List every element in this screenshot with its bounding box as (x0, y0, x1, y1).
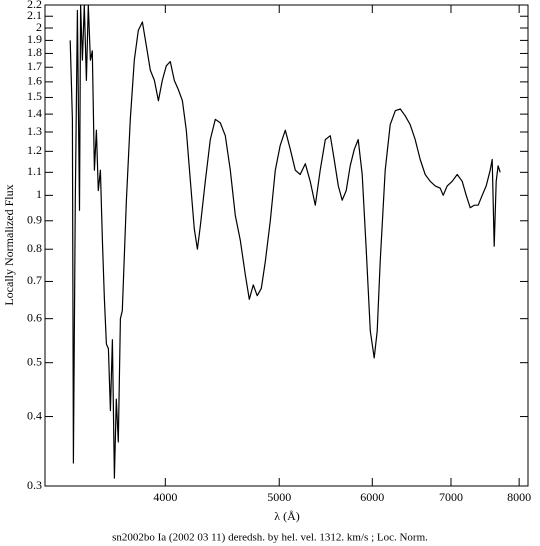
y-tick-label: 2 (36, 20, 42, 34)
y-tick-label: 2.2 (27, 0, 42, 11)
y-tick-label: 1.4 (27, 106, 42, 120)
y-tick-label: 1.2 (27, 143, 42, 157)
plot-frame (44, 4, 529, 487)
y-tick-label: 0.7 (27, 273, 42, 287)
y-tick-label: 1.7 (27, 59, 42, 73)
spectrum-line (69, 4, 501, 479)
y-tick-label: 0.3 (27, 478, 42, 492)
y-axis-label: Locally Normalized Flux (2, 184, 16, 305)
x-tick-label: 6000 (360, 490, 384, 504)
y-tick-label: 0.4 (27, 408, 42, 422)
y-tick-label: 1 (36, 187, 42, 201)
y-tick-label: 1.3 (27, 124, 42, 138)
y-tick-label: 2.1 (27, 8, 42, 22)
y-tick-label: 0.6 (27, 310, 42, 324)
x-tick-label: 7000 (439, 490, 463, 504)
x-tick-label: 8000 (507, 490, 531, 504)
y-tick-label: 1.5 (27, 89, 42, 103)
caption: sn2002bo Ia (2002 03 11) deredsh. by hel… (112, 532, 428, 544)
y-tick-label: 0.9 (27, 213, 42, 227)
y-tick-label: 1.1 (27, 164, 42, 178)
y-tick-label: 1.9 (27, 32, 42, 46)
y-tick-label: 0.8 (27, 241, 42, 255)
y-tick-label: 1.6 (27, 74, 42, 88)
x-tick-label: 5000 (267, 490, 291, 504)
y-tick-label: 1.8 (27, 45, 42, 59)
x-tick-label: 4000 (153, 490, 177, 504)
y-tick-label: 0.5 (27, 354, 42, 368)
x-axis-label: λ (Å) (274, 509, 299, 523)
